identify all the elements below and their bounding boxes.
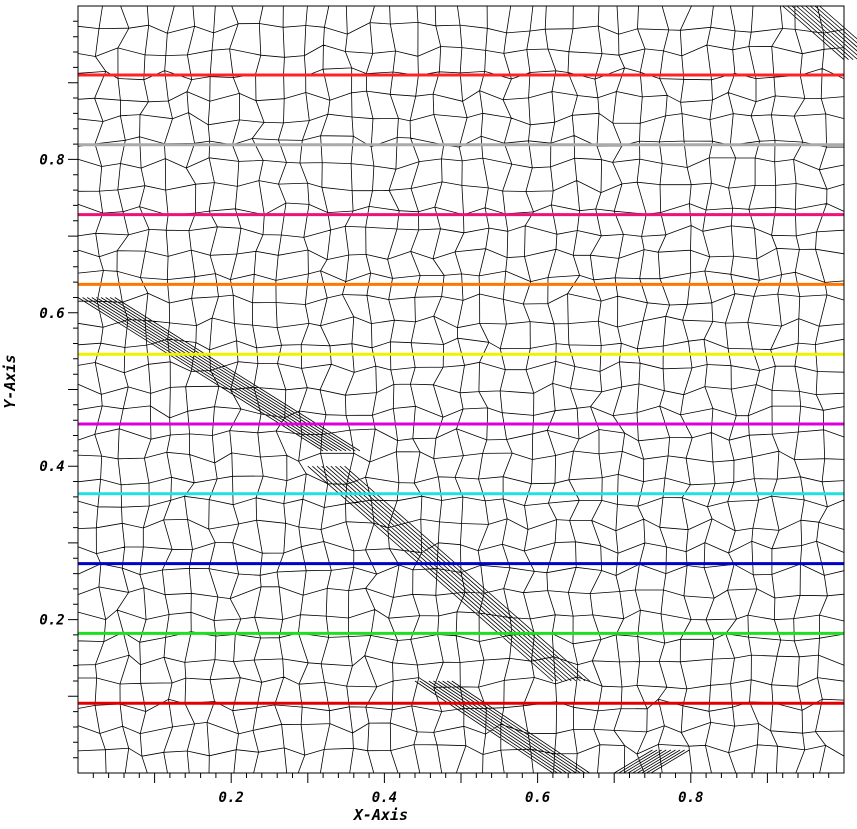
y-tick-label: 0.8 — [39, 152, 64, 168]
x-tick-label: 0.8 — [678, 790, 703, 806]
y-tick-labels: 0.2 0.4 0.6 0.8 — [39, 152, 64, 628]
mesh-layer — [77, 5, 857, 774]
mesh-edges — [77, 5, 857, 774]
series-layer — [78, 73, 844, 705]
y-tick-label: 0.2 — [39, 613, 64, 629]
x-tick-labels: 0.2 0.4 0.6 0.8 — [219, 790, 704, 806]
y-axis-title: Y-Axis — [1, 354, 19, 408]
x-tick-label: 0.4 — [372, 790, 397, 806]
x-tick-label: 0.6 — [525, 790, 550, 806]
y-tick-label: 0.6 — [39, 306, 64, 322]
axis-ticks — [68, 20, 830, 783]
y-tick-label: 0.4 — [39, 459, 64, 475]
x-axis-title: X-Axis — [352, 806, 408, 824]
ticks-layer — [68, 20, 830, 783]
x-tick-label: 0.2 — [219, 790, 244, 806]
